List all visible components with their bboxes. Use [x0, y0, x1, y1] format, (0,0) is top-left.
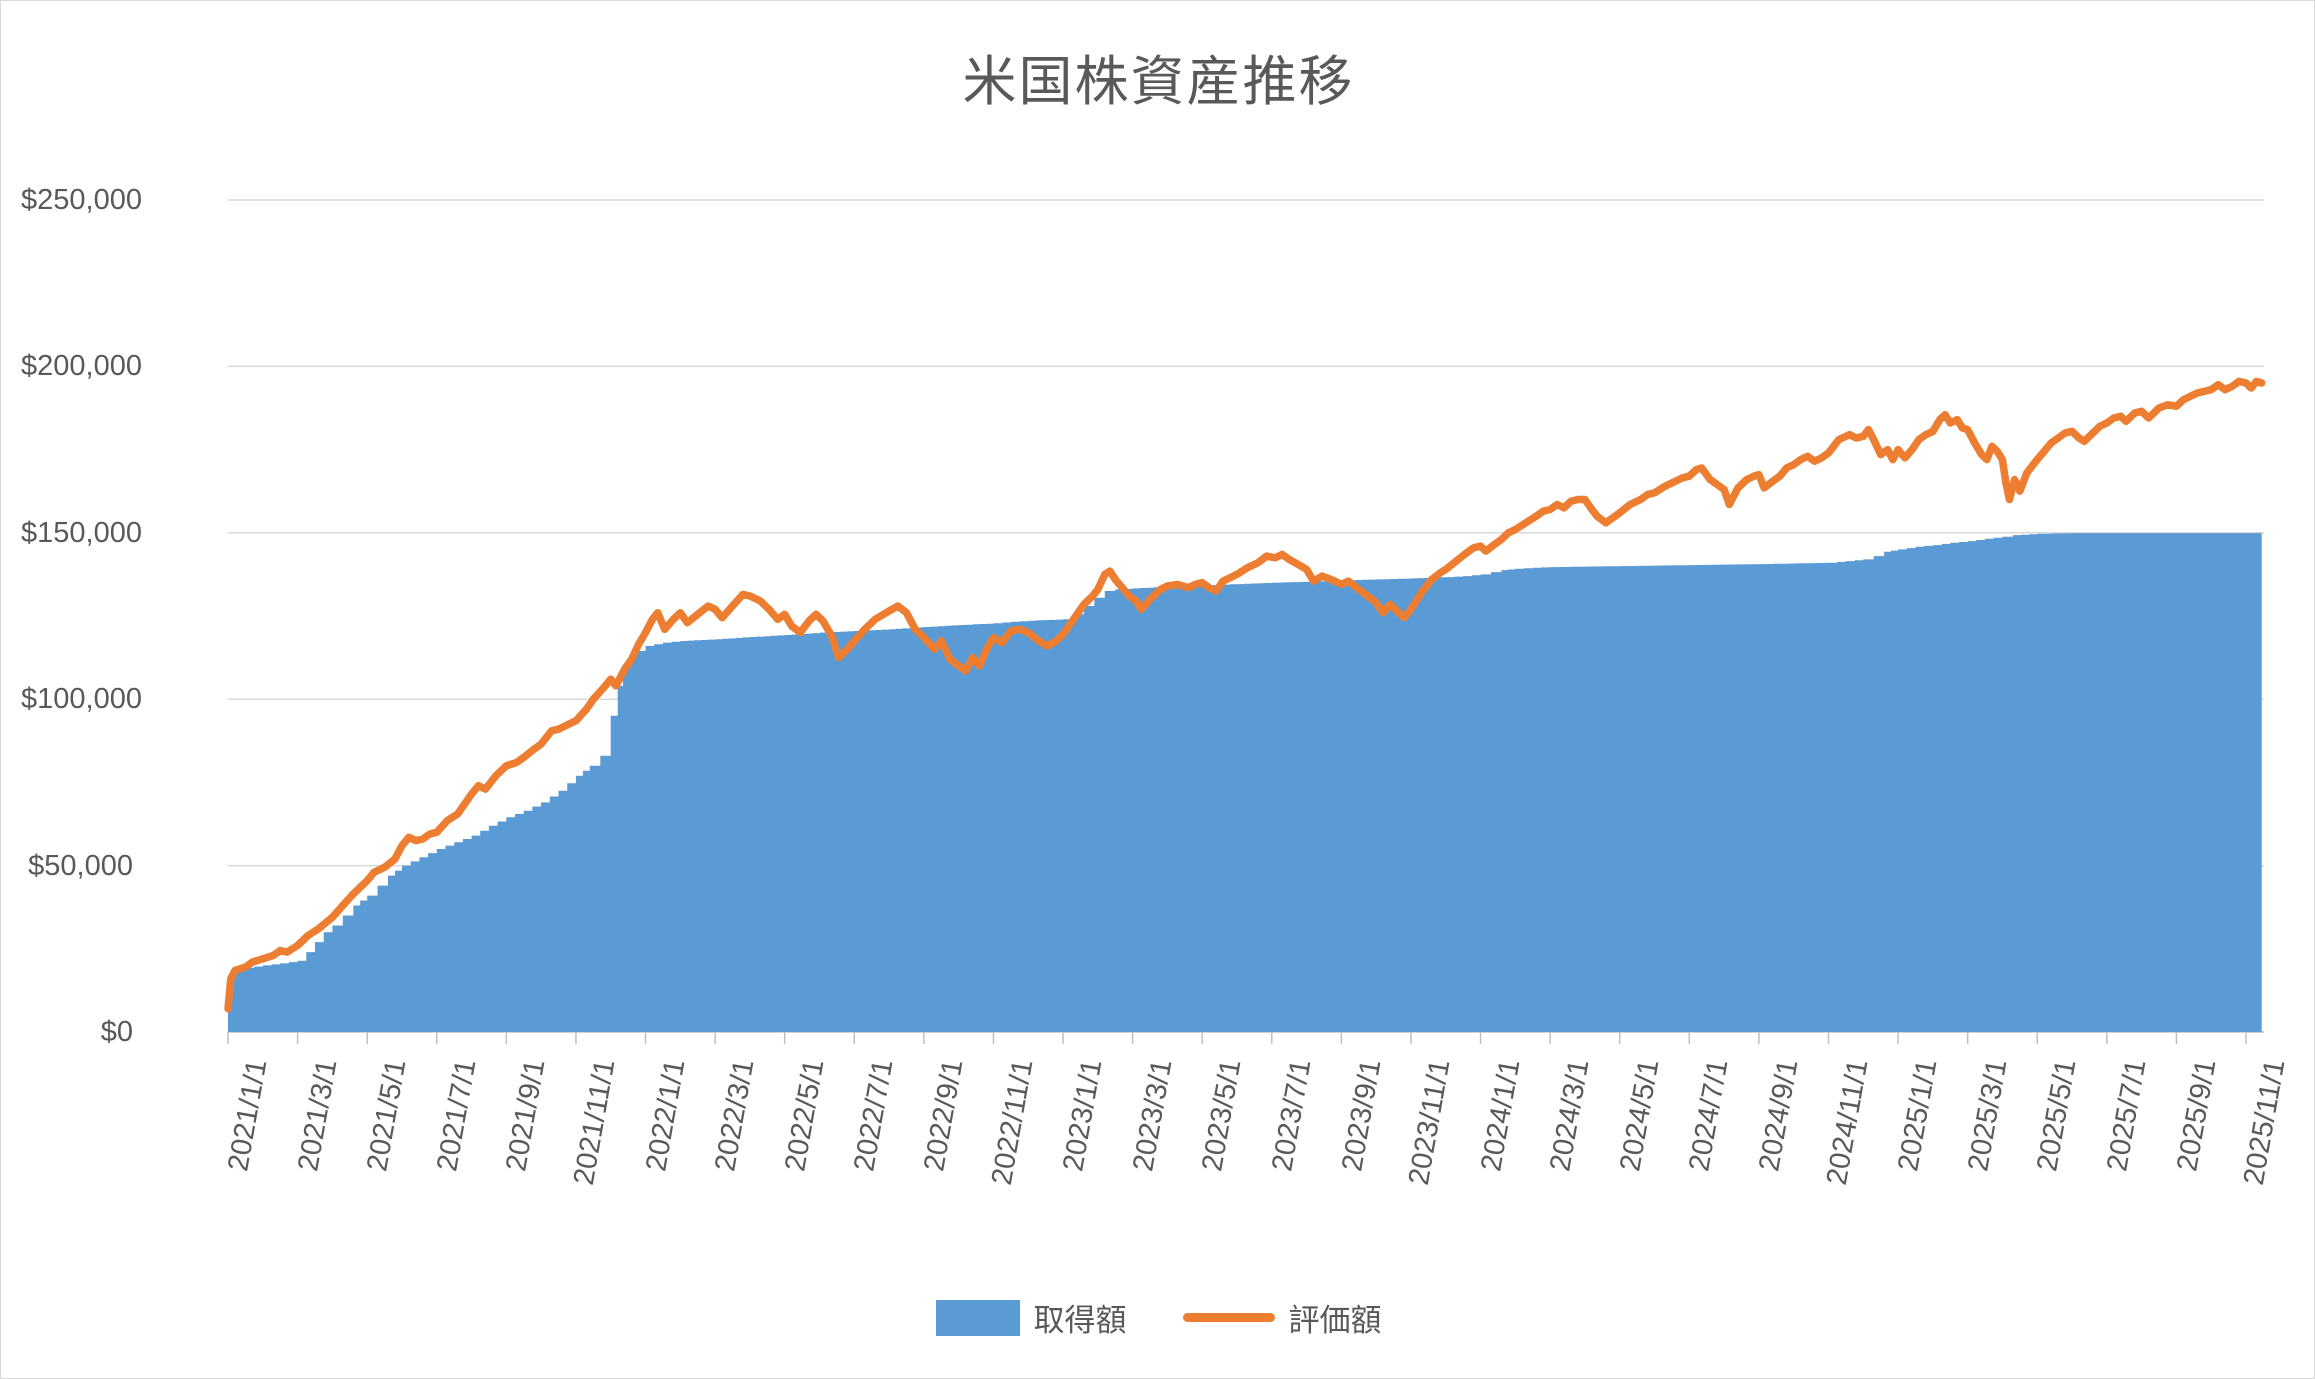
chart-title: 米国株資産推移 — [962, 52, 1355, 112]
y-axis-tick-label: $150,000 — [21, 516, 142, 549]
acquisition-area — [228, 533, 2262, 1032]
legend-item-valuation: 評価額 — [1182, 1295, 1382, 1340]
valuation-line — [224, 377, 2266, 1013]
legend-item-acquisition: 取得額 — [935, 1295, 1127, 1340]
legend-label-acquisition: 取得額 — [1033, 1303, 1127, 1338]
valuation-swatch — [1182, 1313, 1275, 1322]
acquisition-swatch — [935, 1299, 1020, 1336]
legend-label-valuation: 評価額 — [1288, 1303, 1382, 1338]
legend: 取得額 評価額 — [1, 1295, 2314, 1340]
y-axis-tick-label: $100,000 — [21, 683, 142, 716]
y-axis-tick-label: $250,000 — [21, 184, 142, 216]
y-axis-tick-label: $50,000 — [28, 849, 133, 882]
y-axis-tick-label: $0 — [100, 1016, 133, 1048]
y-axis-tick-label: $200,000 — [21, 350, 142, 383]
